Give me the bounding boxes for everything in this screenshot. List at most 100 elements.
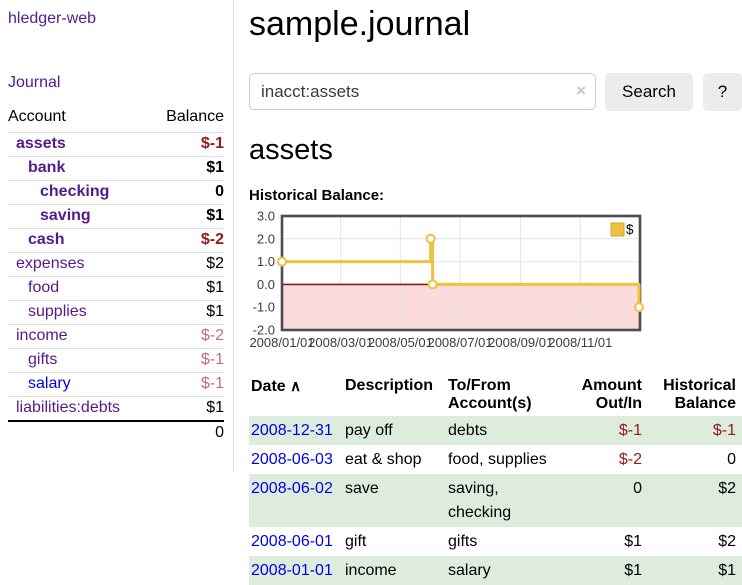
account-row: assets $-1 — [8, 132, 224, 157]
account-link[interactable]: expenses — [16, 255, 85, 272]
transaction-balance: $1 — [718, 561, 736, 579]
svg-text:0.0: 0.0 — [257, 277, 275, 292]
account-balance: $-1 — [158, 132, 224, 157]
account-balance: $1 — [158, 396, 224, 421]
account-balance: $1 — [158, 156, 224, 181]
account-name-cell: liabilities:debts — [8, 396, 158, 421]
page-title: sample.journal — [249, 5, 471, 43]
accounts-body: assets $-1 bank $1 checking 0 saving $1 cash $-2 e… — [8, 132, 224, 421]
sidebar: hledger-web Journal Account Balance asse… — [0, 0, 234, 472]
transaction-accounts: gifts — [448, 532, 478, 550]
transaction-accounts: salary — [448, 561, 491, 579]
account-name-cell: cash — [8, 228, 158, 253]
svg-text:2.0: 2.0 — [257, 231, 275, 246]
account-name-cell: supplies — [8, 300, 158, 325]
search-button[interactable]: Search — [605, 73, 693, 111]
transaction-amount: $-1 — [618, 422, 642, 439]
accounts-header-balance: Balance — [166, 108, 224, 125]
register-header-description: Description — [345, 377, 434, 394]
accounts-total-value: 0 — [158, 420, 224, 445]
accounts-header-row: Account Balance — [8, 106, 224, 133]
transaction-date-cell: 2008-06-03 — [249, 445, 345, 474]
transaction-accounts: debts — [448, 422, 488, 439]
transaction-date-link[interactable]: 2008-12-31 — [251, 422, 333, 439]
svg-text:-2.0: -2.0 — [253, 323, 275, 338]
account-row: cash $-2 — [8, 228, 224, 253]
transaction-amount: $1 — [624, 561, 642, 579]
account-row: supplies $1 — [8, 300, 224, 325]
search-form: × Search ? — [249, 73, 742, 111]
account-balance: $-2 — [158, 228, 224, 253]
svg-text:1.0: 1.0 — [257, 254, 275, 269]
transaction-date-link[interactable]: 2008-01-01 — [251, 561, 333, 579]
chart-title: Historical Balance: — [249, 187, 385, 204]
account-balance: $1 — [158, 276, 224, 301]
sidebar-item-journal[interactable]: Journal — [8, 74, 61, 91]
account-row: income $-2 — [8, 324, 224, 349]
clear-search-icon[interactable]: × — [576, 81, 587, 100]
account-name-cell: checking — [8, 180, 158, 205]
account-name-cell: gifts — [8, 348, 158, 373]
svg-text:2008/01/01: 2008/01/01 — [249, 335, 314, 350]
account-link[interactable]: bank — [28, 159, 66, 176]
register-header-date[interactable]: Date ∧ — [249, 374, 345, 416]
account-balance: $-1 — [158, 372, 224, 397]
account-name-cell: saving — [8, 204, 158, 229]
account-row: food $1 — [8, 276, 224, 301]
svg-text:$: $ — [626, 222, 634, 237]
account-link[interactable]: gifts — [28, 351, 58, 368]
account-row: salary $-1 — [8, 372, 224, 397]
help-button[interactable]: ? — [702, 73, 742, 111]
date-header-label: Date — [251, 378, 286, 395]
transaction-date-link[interactable]: 2008-06-02 — [251, 480, 333, 498]
account-link[interactable]: assets — [16, 135, 66, 152]
account-link[interactable]: checking — [40, 183, 110, 200]
account-name-cell: salary — [8, 372, 158, 397]
transaction-accounts: saving, checking — [448, 480, 512, 521]
svg-text:-1.0: -1.0 — [253, 300, 275, 315]
account-link[interactable]: income — [16, 327, 68, 344]
register-header-accounts: To/From Account(s) — [448, 377, 532, 412]
account-row: gifts $-1 — [8, 348, 224, 373]
transaction-description: eat & shop — [345, 451, 422, 469]
svg-text:2008/09/01: 2008/09/01 — [488, 335, 553, 350]
historical-balance-chart: $3.0 2.0 1.0 0.0 -1.0 -2.02008/01/012008/03/0… — [249, 209, 645, 350]
account-heading: assets — [249, 134, 333, 166]
account-balance: $2 — [158, 252, 224, 277]
account-row: liabilities:debts $1 — [8, 396, 224, 421]
search-input[interactable] — [249, 73, 597, 110]
transaction-row: 2008-01-01 income salary $1 $1 — [249, 555, 742, 585]
accounts-table: Account Balance assets $-1 bank $1 checking 0… — [8, 106, 224, 445]
account-name-cell: expenses — [8, 252, 158, 277]
account-link[interactable]: saving — [40, 207, 91, 224]
register-body: 2008-12-31 pay off debts $-1 $-1 2008-06-03 ea… — [249, 416, 742, 585]
transaction-row: 2008-06-02 save saving, checking 0 $2 — [249, 474, 742, 527]
transaction-row: 2008-06-01 gift gifts $1 $2 — [249, 527, 742, 556]
account-link[interactable]: food — [28, 279, 60, 296]
account-balance: $-2 — [158, 324, 224, 349]
accounts-total-spacer — [8, 420, 158, 445]
account-row: checking 0 — [8, 180, 224, 205]
register-header-balance: Historical Balance — [663, 377, 736, 412]
transaction-date-cell: 2008-06-01 — [249, 527, 345, 556]
transaction-description: pay off — [345, 422, 393, 439]
app-title-link[interactable]: hledger-web — [8, 10, 97, 27]
transaction-date-link[interactable]: 2008-06-03 — [251, 451, 333, 469]
register-header-row: Date ∧ Description To/From Account(s) Am… — [249, 374, 742, 416]
account-name-cell: bank — [8, 156, 158, 181]
account-balance: $1 — [158, 300, 224, 325]
sort-ascending-icon: ∧ — [290, 378, 302, 395]
transaction-balance: $2 — [718, 532, 736, 550]
account-link[interactable]: supplies — [28, 303, 87, 320]
accounts-header-account: Account — [8, 108, 66, 125]
transaction-balance: $-1 — [712, 422, 736, 439]
account-row: bank $1 — [8, 156, 224, 181]
account-balance: $1 — [158, 204, 224, 229]
account-link[interactable]: cash — [28, 231, 65, 248]
transaction-description: income — [345, 561, 397, 579]
transaction-date-link[interactable]: 2008-06-01 — [251, 532, 333, 550]
account-link[interactable]: liabilities:debts — [16, 399, 121, 416]
account-name-cell: income — [8, 324, 158, 349]
transaction-amount: $-2 — [618, 451, 642, 469]
account-link[interactable]: salary — [28, 375, 71, 392]
